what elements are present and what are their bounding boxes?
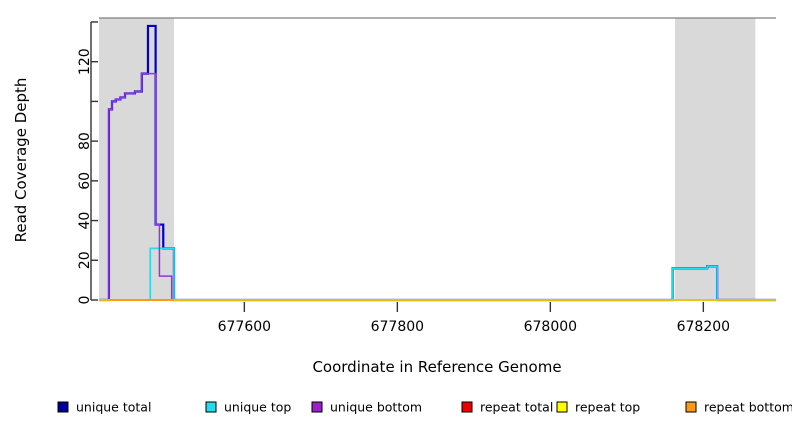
y-tick-label: 60 — [77, 172, 93, 190]
legend-label-repeat-bottom: repeat bottom — [704, 399, 792, 414]
legend-swatch-repeat-bottom — [685, 401, 697, 413]
x-tick-label: 678000 — [524, 319, 577, 335]
legend-swatch-unique-bottom — [311, 401, 323, 413]
legend-label-unique-bottom: unique bottom — [330, 399, 422, 414]
y-tick-label: 20 — [77, 251, 93, 269]
plot-frame — [99, 17, 776, 19]
y-tick-label: 40 — [77, 212, 93, 230]
y-tick-label: 0 — [77, 296, 93, 305]
y-axis-title: Read Coverage Depth — [12, 78, 30, 243]
series-unique-total — [99, 24, 776, 302]
shaded-regions — [99, 18, 756, 300]
y-axis: 0 20 40 60 80 120 — [77, 21, 98, 305]
x-tick-label: 678200 — [677, 319, 730, 335]
series-group — [99, 24, 776, 302]
legend-swatch-unique-total — [57, 401, 69, 413]
legend-label-repeat-top: repeat top — [575, 399, 640, 414]
series-unique-top — [99, 247, 776, 301]
x-tick-label: 677600 — [218, 319, 271, 335]
legend-swatch-repeat-total — [461, 401, 473, 413]
legend-swatch-unique-top — [205, 401, 217, 413]
shaded-region-0 — [99, 18, 174, 300]
shaded-region-1 — [675, 18, 756, 300]
legend-label-repeat-total: repeat total — [480, 399, 553, 414]
legend-label-unique-total: unique total — [76, 399, 151, 414]
chart-legend: unique total unique top unique bottom repea… — [57, 399, 792, 414]
series-unique-bottom — [99, 72, 776, 301]
x-axis: 677600 677800 678000 678200 — [218, 302, 730, 335]
x-tick-label: 677800 — [371, 319, 424, 335]
legend-label-unique-top: unique top — [224, 399, 291, 414]
y-tick-label: 120 — [77, 48, 93, 75]
y-tick-label: 80 — [77, 132, 93, 150]
x-axis-title: Coordinate in Reference Genome — [312, 358, 561, 376]
legend-swatch-repeat-top — [556, 401, 568, 413]
